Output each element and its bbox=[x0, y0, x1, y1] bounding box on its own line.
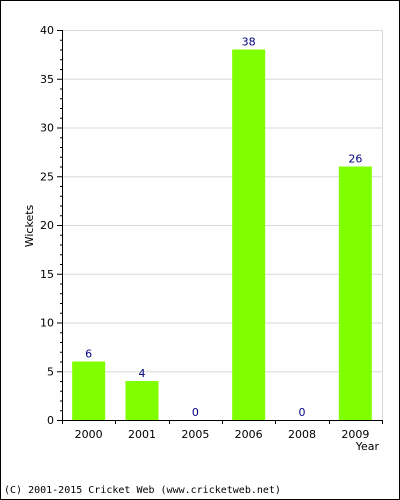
y-tick-label: 20 bbox=[40, 219, 54, 232]
y-tick-label: 15 bbox=[40, 268, 54, 281]
y-tick-label: 40 bbox=[40, 24, 54, 37]
bar-data-label: 38 bbox=[242, 36, 256, 49]
y-tick-label: 5 bbox=[47, 365, 54, 378]
labels: 0 5 10 15 20 25 30 35 40 6 2000 4 2001 0 2005 38 2006 0 20… bbox=[40, 24, 369, 441]
bar-data-label: 4 bbox=[139, 367, 146, 380]
x-tick-label: 2009 bbox=[341, 428, 369, 441]
x-tick-label: 2008 bbox=[288, 428, 316, 441]
bar bbox=[232, 49, 266, 420]
y-tick-label: 30 bbox=[40, 122, 54, 135]
x-axis-label: Year bbox=[355, 440, 380, 453]
bar-data-label: 0 bbox=[192, 406, 199, 419]
x-tick-label: 2006 bbox=[235, 428, 263, 441]
x-tick-label: 2005 bbox=[181, 428, 209, 441]
bar bbox=[338, 166, 372, 420]
bar bbox=[72, 361, 106, 420]
y-tick-label: 0 bbox=[47, 414, 54, 427]
y-tick-label: 10 bbox=[40, 317, 54, 330]
bar-data-label: 6 bbox=[85, 348, 92, 361]
x-tick-label: 2000 bbox=[75, 428, 103, 441]
x-tick-label: 2001 bbox=[128, 428, 156, 441]
y-tick-label: 25 bbox=[40, 170, 54, 183]
y-axis-label: Wickets bbox=[23, 204, 36, 247]
bar-data-label: 0 bbox=[299, 406, 306, 419]
copyright-text: (C) 2001-2015 Cricket Web (www.cricketwe… bbox=[4, 485, 281, 496]
grid-lines bbox=[62, 30, 383, 420]
bar-data-label: 26 bbox=[348, 153, 362, 166]
axes bbox=[57, 30, 383, 424]
y-tick-label: 35 bbox=[40, 73, 54, 86]
bar bbox=[125, 381, 159, 420]
bars bbox=[72, 49, 372, 420]
